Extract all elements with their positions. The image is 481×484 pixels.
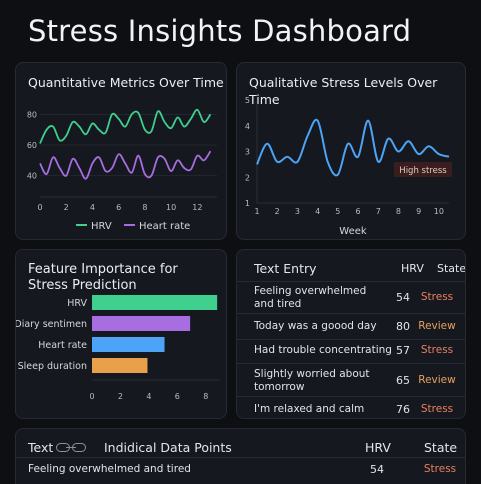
quantitative-metrics-title: Quantitative Metrics Over Time bbox=[28, 75, 224, 90]
stress-level-line bbox=[256, 118, 450, 177]
entry-hrv: 54 bbox=[396, 291, 410, 304]
entry-text-line1: Slightly worried about bbox=[254, 368, 370, 380]
x-tick-label: 4 bbox=[146, 392, 151, 401]
status-badge: Stress bbox=[420, 291, 454, 303]
entry-hrv: 57 bbox=[396, 344, 410, 357]
y-tick-label: 2 bbox=[245, 173, 250, 182]
x-tick-label: 4 bbox=[315, 207, 320, 216]
heart-rate-series-line bbox=[39, 150, 212, 180]
x-tick-label: 3 bbox=[295, 207, 300, 216]
state-column-header: State bbox=[424, 440, 458, 455]
y-tick-label: 1 bbox=[245, 199, 250, 208]
entry-text: Feeling overwhelmed and tired bbox=[254, 285, 366, 311]
quantitative-metrics-chart: 40 60 80 0 2 4 6 8 10 12 HRV Heart rate bbox=[27, 108, 217, 232]
entry-text: Had trouble concentrating bbox=[254, 344, 392, 356]
table-row[interactable]: Feeling overwhelmed and tired 54 Stress bbox=[16, 457, 465, 483]
hrv-header: HRV bbox=[401, 262, 424, 275]
x-tick-label: 0 bbox=[37, 203, 42, 212]
link-icon[interactable] bbox=[56, 443, 86, 452]
quantitative-metrics-panel: Quantitative Metrics Over Time 40 60 80 0 2 4… bbox=[15, 62, 227, 240]
x-tick-label: 2 bbox=[118, 392, 123, 401]
page-title: Stress Insights Dashboard bbox=[28, 14, 412, 48]
high-stress-annotation: High stress bbox=[399, 166, 447, 176]
entry-text-line2: tomorrow bbox=[254, 381, 305, 393]
status-badge: Stress bbox=[420, 403, 454, 415]
x-tick-label: 0 bbox=[89, 392, 94, 401]
bar-label: Diary sentimen bbox=[15, 319, 87, 330]
bar-label: HRV bbox=[67, 298, 87, 309]
x-tick-label: 12 bbox=[192, 203, 202, 212]
x-tick-label: 8 bbox=[203, 392, 208, 401]
text-entry-header: Text Entry bbox=[254, 261, 317, 276]
table-row[interactable]: Slightly worried about tomorrow 65 Revie… bbox=[237, 363, 465, 396]
data-points-title: Indidical Data Points bbox=[104, 440, 232, 455]
table-row[interactable]: Feeling overwhelmed and tired 54 Stress bbox=[237, 281, 465, 313]
y-tick-label: 3 bbox=[245, 148, 250, 157]
x-axis-label: Week bbox=[339, 226, 367, 237]
table-row[interactable]: Today was a goood day 80 Review bbox=[237, 313, 465, 339]
state-header: State bbox=[437, 262, 466, 275]
x-tick-label: 6 bbox=[175, 392, 180, 401]
feature-importance-panel: Feature Importance for Stress Prediction… bbox=[15, 249, 227, 419]
status-badge: Stress bbox=[420, 344, 454, 356]
data-points-panel: Text Indidical Data Points HRV State Fee… bbox=[15, 428, 466, 484]
x-tick-label: 5 bbox=[335, 207, 340, 216]
entry-text: Feeling overwhelmed and tired bbox=[28, 463, 191, 475]
x-tick-label: 8 bbox=[142, 203, 147, 212]
x-tick-label: 4 bbox=[90, 203, 95, 212]
x-tick-label: 2 bbox=[275, 207, 280, 216]
table-row[interactable]: I'm relaxed and calm 76 Stress bbox=[237, 396, 465, 418]
y-tick-label: 4 bbox=[245, 122, 250, 131]
bar bbox=[92, 337, 165, 352]
feature-importance-title-line1: Feature Importance for bbox=[28, 262, 178, 277]
legend-heart-rate-label: Heart rate bbox=[139, 221, 190, 232]
x-tick-label: 6 bbox=[116, 203, 121, 212]
hrv-series-line bbox=[39, 108, 212, 144]
status-badge: Stress bbox=[423, 463, 457, 475]
entry-hrv: 54 bbox=[370, 463, 384, 476]
feature-importance-title-line2: Stress Prediction bbox=[28, 278, 137, 293]
legend-hrv-label: HRV bbox=[91, 221, 112, 232]
x-tick-label: 10 bbox=[434, 207, 444, 216]
x-tick-label: 9 bbox=[416, 207, 421, 216]
entry-text-line2: and tired bbox=[254, 298, 302, 310]
entry-hrv: 76 bbox=[396, 403, 410, 416]
hrv-column-header: HRV bbox=[365, 440, 391, 455]
x-tick-label: 1 bbox=[254, 207, 259, 216]
bar bbox=[92, 295, 218, 310]
entry-text: Today was a goood day bbox=[254, 320, 377, 332]
bar-label: Heart rate bbox=[38, 340, 87, 351]
x-tick-label: 6 bbox=[356, 207, 361, 216]
feature-importance-chart: HRV Diary sentimen Heart rate Sleep duratio… bbox=[15, 295, 220, 401]
x-tick-label: 8 bbox=[396, 207, 401, 216]
x-tick-label: 2 bbox=[64, 203, 69, 212]
text-column-header: Text bbox=[28, 440, 54, 455]
text-entry-panel: Text Entry HRV State Feeling overwhelmed… bbox=[236, 249, 466, 419]
y-tick-label: 40 bbox=[27, 172, 37, 181]
y-tick-label: 80 bbox=[27, 110, 37, 119]
x-tick-label: 10 bbox=[166, 203, 176, 212]
entry-hrv: 80 bbox=[396, 320, 410, 333]
y-tick-label: 60 bbox=[27, 141, 37, 150]
status-badge: Review bbox=[418, 374, 456, 386]
entry-text-line1: Feeling overwhelmed bbox=[254, 285, 367, 297]
bar bbox=[92, 316, 191, 331]
bar-label: Sleep duration bbox=[18, 361, 87, 372]
annotation-background bbox=[394, 162, 452, 177]
table-row[interactable]: Had trouble concentrating 57 Stress bbox=[237, 339, 465, 363]
entry-hrv: 65 bbox=[396, 374, 410, 387]
status-badge: Review bbox=[418, 320, 456, 332]
bar bbox=[92, 358, 148, 373]
entry-text: Slightly worried about tomorrow bbox=[254, 368, 370, 394]
entry-text: I'm relaxed and calm bbox=[254, 403, 365, 415]
y-tick-label: 5 bbox=[245, 96, 250, 105]
qualitative-stress-chart: 1 2 3 4 5 1 2 3 4 5 6 7 8 9 10 Week High stress bbox=[245, 96, 452, 237]
x-tick-label: 7 bbox=[376, 207, 381, 216]
